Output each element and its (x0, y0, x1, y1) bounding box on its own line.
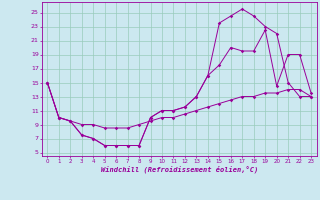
X-axis label: Windchill (Refroidissement éolien,°C): Windchill (Refroidissement éolien,°C) (100, 165, 258, 173)
